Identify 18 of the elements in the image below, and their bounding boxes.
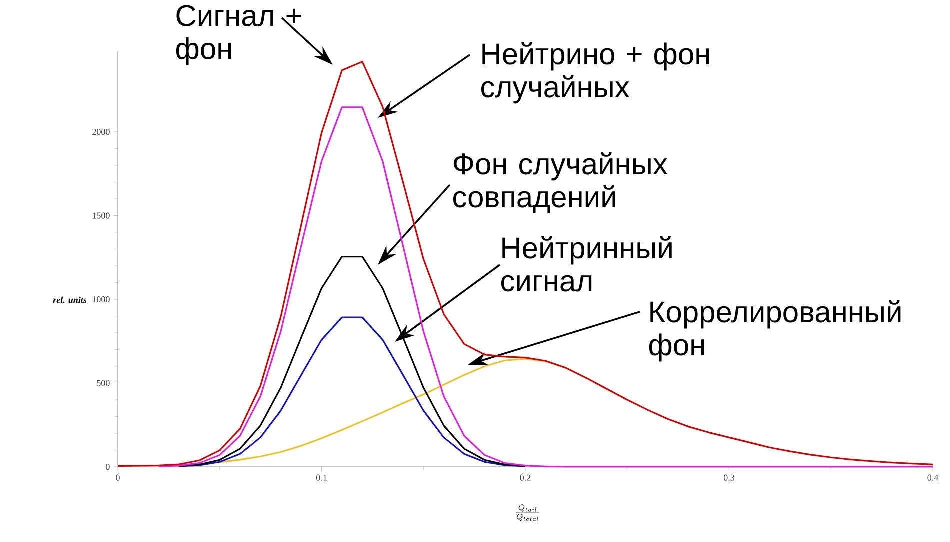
annotation: Нейтрино + фон случайных [481,42,710,104]
x-tick-label: 0.2 [520,474,531,481]
y-tick-label: 500 [97,380,110,386]
y-axis-title: rel. units [53,296,87,304]
line-series [178,316,526,468]
x-tick-label: 0 [116,474,120,481]
annotation: Фон случайных совпадений [453,152,668,214]
y-tick-label: 2000 [92,128,110,136]
x-tick-label: 0.1 [316,474,327,481]
annotation: Нейтринный сигнал [501,236,672,292]
annotation: Сигнал + фон [176,5,302,66]
y-tick-label: 0 [106,464,110,470]
x-tick-label: 0.4 [928,474,938,481]
y-tick-label: 1000 [92,296,110,303]
x-axis-title: $\frac{Q_{tail}}{Q_{total}}$ [516,504,540,522]
x-tick-label: 0.3 [724,474,735,481]
annotation: Коррелированный фон [649,300,901,362]
y-tick-label: 1500 [92,212,110,219]
